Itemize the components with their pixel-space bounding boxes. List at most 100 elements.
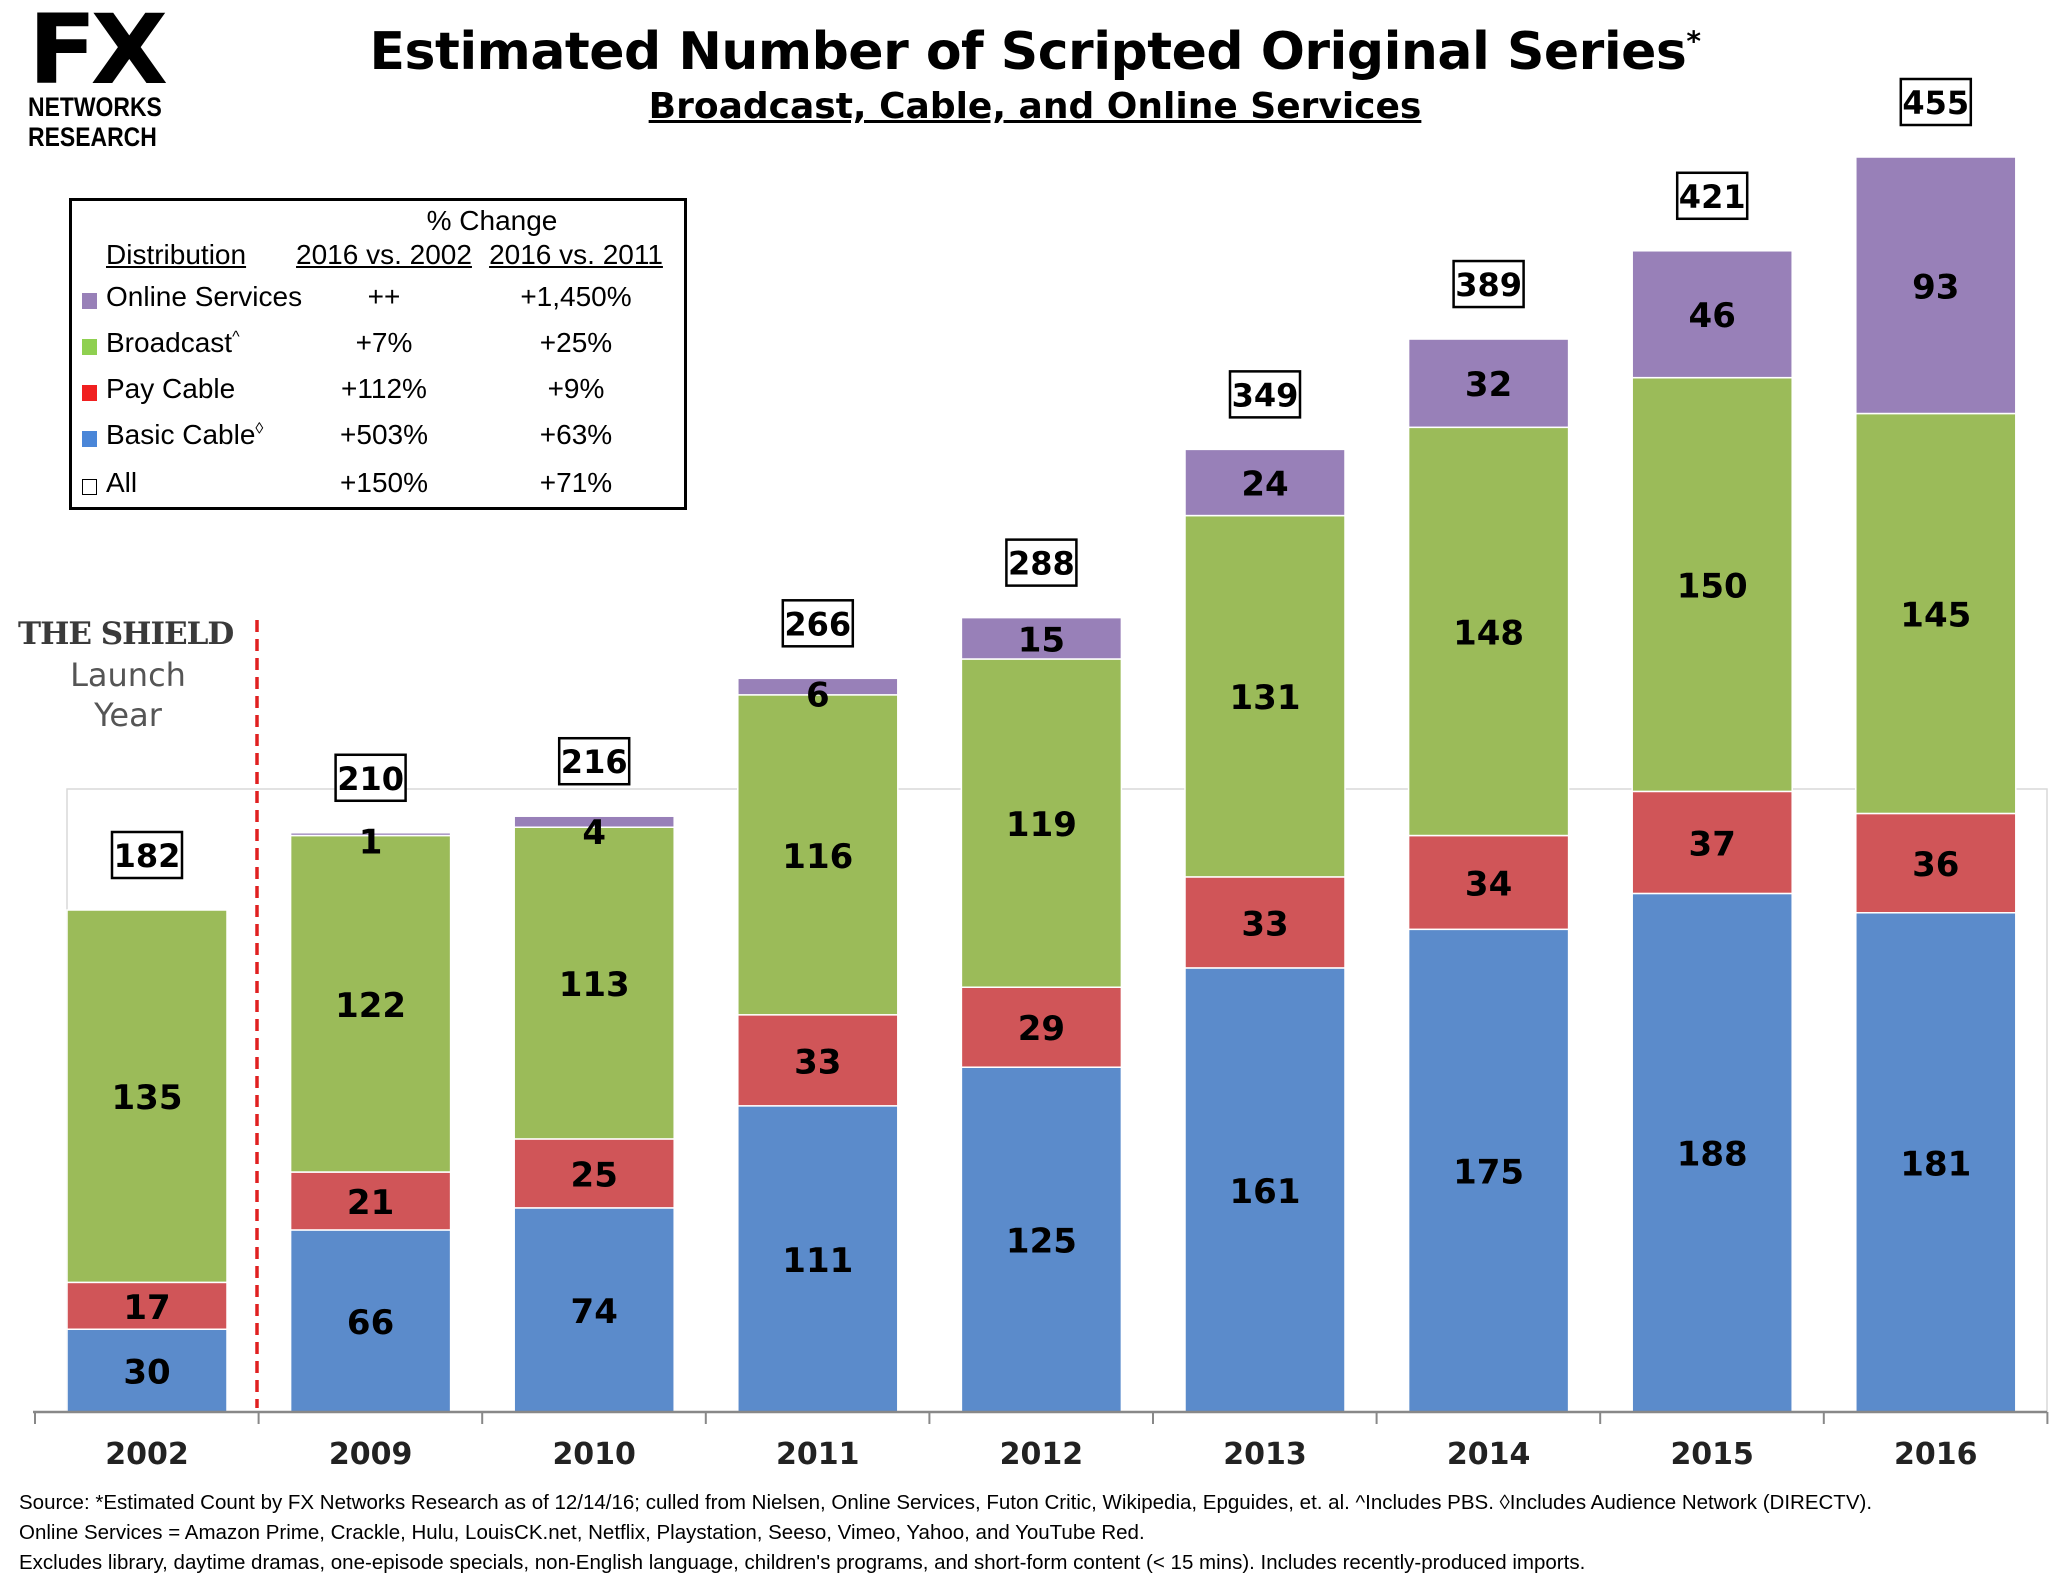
legend-vs2002: +503% xyxy=(340,419,428,450)
segment-label: 66 xyxy=(347,1303,394,1343)
x-tick-label: 2012 xyxy=(1000,1437,1084,1472)
x-tick-label: 2014 xyxy=(1447,1437,1531,1472)
legend-vs2011: +1,450% xyxy=(520,281,632,312)
total-label-box xyxy=(1452,259,1525,309)
legend-vs2002: ++ xyxy=(367,281,401,312)
total-label: 389 xyxy=(1455,266,1522,304)
legend-vs2002: +150% xyxy=(340,467,428,498)
bar-segment xyxy=(1855,412,2017,815)
logo-line2: RESEARCH xyxy=(28,122,157,152)
bar-segment xyxy=(960,1066,1123,1413)
segment-label: 33 xyxy=(1241,904,1288,944)
segment-label: 15 xyxy=(1018,620,1065,660)
bar-segment xyxy=(513,815,675,829)
segment-label: 36 xyxy=(1912,845,1959,885)
bar-segment xyxy=(1855,912,2017,1413)
footer-source: Source: *Estimated Count by FX Networks … xyxy=(19,1491,1873,1514)
header-distribution: Distribution xyxy=(106,239,247,270)
total-label-box xyxy=(1005,538,1078,587)
legend-vs2011: +71% xyxy=(539,467,613,498)
bar-segment xyxy=(289,1171,452,1231)
segment-label: 37 xyxy=(1689,824,1736,864)
footer-exclusions: Excludes library, daytime dramas, one-ep… xyxy=(19,1551,1586,1574)
bar-segment xyxy=(1855,812,2017,914)
bar-segment xyxy=(1184,448,1346,517)
bar-segment xyxy=(1184,967,1346,1413)
legend-label: Pay Cable xyxy=(106,373,235,405)
segment-label: 30 xyxy=(123,1353,170,1393)
segment-label: 135 xyxy=(112,1078,183,1118)
bar-segment xyxy=(1407,928,1570,1413)
segment-label: 4 xyxy=(582,813,606,853)
bar-segment xyxy=(1407,426,1570,837)
legend-label-text: Online Services xyxy=(106,281,303,312)
total-label-box xyxy=(1899,77,1973,127)
segment-label: 24 xyxy=(1241,464,1288,504)
segment-label: 125 xyxy=(1006,1222,1077,1262)
annotation-launch: Launch xyxy=(70,656,186,694)
segment-label: 25 xyxy=(571,1155,618,1195)
annotation-year: Year xyxy=(94,696,162,734)
legend-label-text: All xyxy=(106,467,138,498)
legend-label-text: Basic Cable xyxy=(106,419,256,450)
legend-label: Online Services xyxy=(106,281,302,313)
legend-row: Broadcast^ +7% +25% xyxy=(72,327,684,367)
legend-footnote-mark: ◊ xyxy=(255,420,264,438)
x-tick-label: 2002 xyxy=(105,1437,189,1472)
segment-label: 150 xyxy=(1677,567,1748,607)
legend-label: Basic Cable◊ xyxy=(106,419,263,451)
legend-row: Online Services ++ +1,450% xyxy=(72,281,684,321)
bar-segment xyxy=(1855,156,2017,415)
legend-label-text: Pay Cable xyxy=(106,373,236,404)
total-label: 421 xyxy=(1679,178,1746,216)
legend-footnote-mark: ^ xyxy=(232,328,240,346)
x-tick-label: 2013 xyxy=(1223,1437,1307,1472)
logo-mark: FX xyxy=(28,0,168,106)
legend-swatch xyxy=(82,293,97,309)
legend-label-text: Broadcast xyxy=(106,327,233,358)
footer-online-services: Online Services = Amazon Prime, Crackle,… xyxy=(19,1521,1145,1544)
legend-vs2011: +9% xyxy=(547,373,605,404)
bar-segment xyxy=(960,986,1123,1068)
segment-label: 181 xyxy=(1900,1144,1971,1184)
bar-segment xyxy=(66,1281,228,1331)
legend-label: Broadcast^ xyxy=(106,327,240,359)
header-vs2011: 2016 vs. 2011 xyxy=(489,239,663,270)
legend-swatch xyxy=(82,339,97,355)
x-tick-label: 2015 xyxy=(1670,1437,1754,1472)
legend-row: Basic Cable◊ +503% +63% xyxy=(72,419,684,459)
logo-line1: NETWORKS xyxy=(28,92,162,122)
segment-label: 111 xyxy=(782,1241,853,1281)
segment-label: 175 xyxy=(1453,1153,1524,1193)
total-label-box xyxy=(781,599,855,648)
x-tick-label: 2016 xyxy=(1894,1437,1978,1472)
fx-logo: FX NETWORKS RESEARCH xyxy=(28,2,168,152)
bar-segment xyxy=(960,658,1123,988)
bar-segment xyxy=(513,1138,675,1209)
segment-label: 119 xyxy=(1006,805,1077,845)
segment-label: 34 xyxy=(1465,864,1512,904)
annotation-the-shield: THE SHIELD xyxy=(18,616,234,652)
segment-label: 116 xyxy=(782,837,853,877)
title-text: Estimated Number of Scripted Original Se… xyxy=(369,22,1687,82)
segment-label: 21 xyxy=(347,1183,394,1223)
bar-segment xyxy=(1184,514,1346,878)
bar-segment xyxy=(737,1014,899,1107)
bar-segment xyxy=(1184,876,1346,969)
total-label-box xyxy=(110,830,184,880)
x-tick-label: 2010 xyxy=(552,1437,636,1472)
total-label: 455 xyxy=(1902,84,1969,122)
segment-label: 6 xyxy=(806,675,830,715)
segment-label: 29 xyxy=(1018,1009,1065,1049)
segment-label: 33 xyxy=(794,1042,841,1082)
total-label-box xyxy=(334,753,407,803)
bar-segment xyxy=(1631,250,1793,379)
segment-label: 113 xyxy=(559,965,630,1005)
x-tick-label: 2011 xyxy=(776,1437,860,1472)
legend-swatch xyxy=(82,385,97,401)
legend-table: % Change Distribution 2016 vs. 2002 2016… xyxy=(69,198,687,510)
bar-segment xyxy=(289,832,452,837)
segment-label: 148 xyxy=(1453,613,1524,653)
segment-label: 122 xyxy=(335,986,406,1026)
